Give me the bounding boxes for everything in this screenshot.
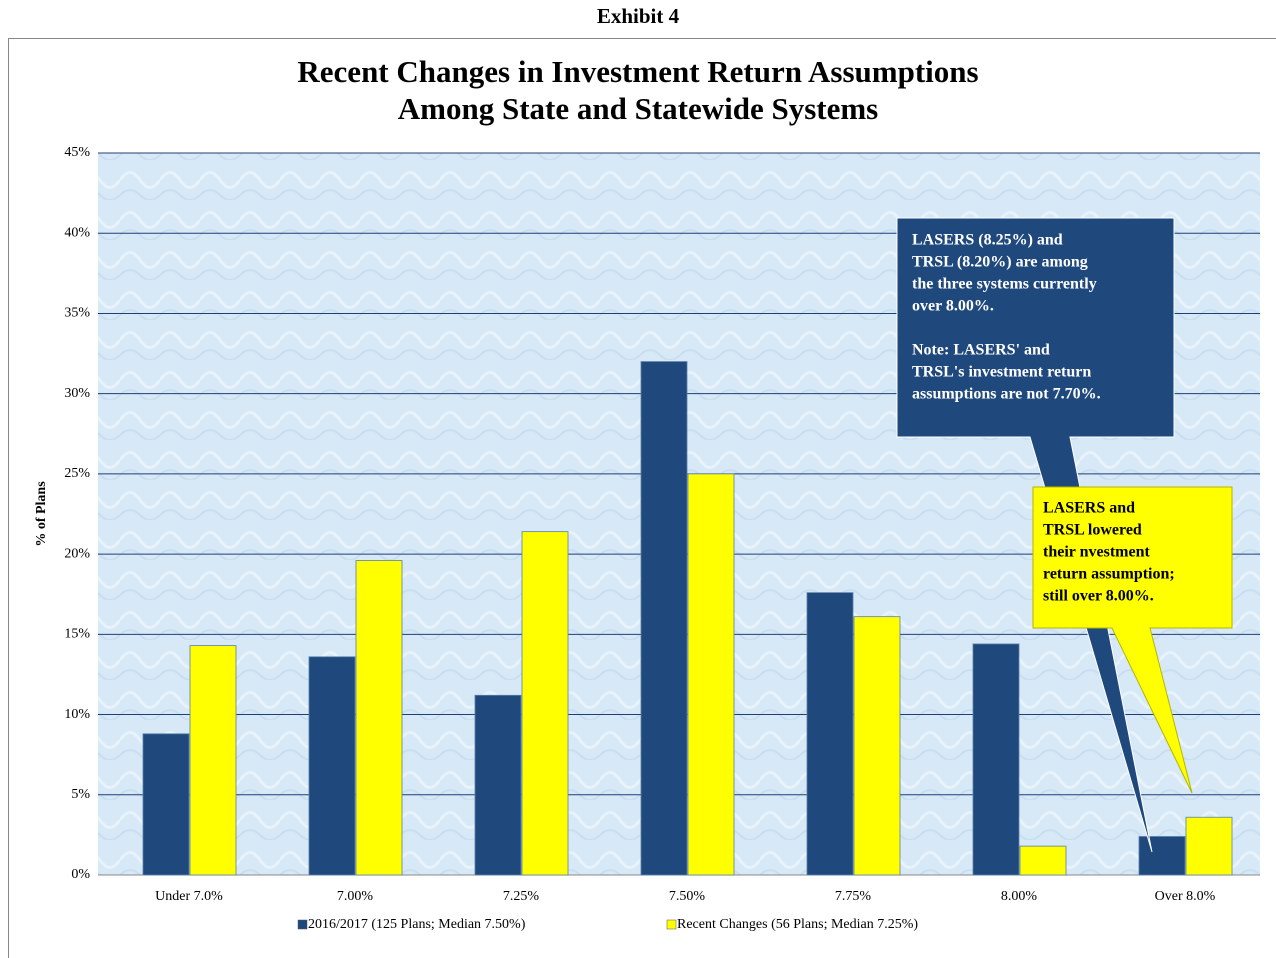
x-tick-label: 8.00% (1001, 889, 1038, 904)
y-tick-label: 40% (64, 225, 90, 240)
y-tick-label: 30% (64, 386, 90, 401)
bar (806, 592, 854, 876)
y-tick-label: 15% (64, 627, 90, 642)
y-tick-label: 35% (64, 306, 90, 321)
bar (189, 645, 237, 876)
annotation-line: assumptions are not 7.70%. (912, 386, 1101, 403)
y-tick-label: 20% (64, 546, 90, 561)
y-tick-label: 25% (64, 466, 90, 481)
bar (972, 643, 1020, 876)
y-tick-label: 10% (64, 707, 90, 722)
annotation-line: LASERS (8.25%) and (912, 232, 1063, 249)
bar (355, 560, 403, 876)
bar (1185, 816, 1233, 876)
heading: Exhibit 4 (597, 4, 680, 28)
bar (308, 656, 356, 876)
legend-swatch (666, 919, 677, 930)
x-tick-label: 7.00% (337, 889, 374, 904)
chart-title: Recent Changes in Investment Return Assu… (297, 54, 978, 89)
bar (142, 733, 190, 876)
chart-title: Among State and Statewide Systems (398, 91, 879, 126)
legend-label: Recent Changes (56 Plans; Median 7.25%) (677, 917, 918, 932)
y-axis-label: % of Plans (34, 481, 49, 547)
x-tick-label: Over 8.0% (1155, 889, 1216, 904)
bar (640, 361, 688, 876)
bar (1019, 845, 1067, 876)
annotation-line: TRSL's investment return (912, 364, 1091, 381)
callout-box (896, 217, 1175, 853)
annotation-line: LASERS and (1043, 500, 1135, 517)
annotation-line: TRSL lowered (1043, 522, 1142, 539)
annotation-line: TRSL (8.20%) are among (912, 254, 1088, 271)
x-tick-label: 7.50% (669, 889, 706, 904)
legend-swatch (297, 919, 308, 930)
annotation-line: the three systems currently (912, 276, 1097, 293)
y-tick-label: 0% (71, 867, 90, 882)
y-tick-label: 45% (64, 145, 90, 160)
bar (687, 473, 735, 876)
annotation-line: over 8.00%. (912, 298, 994, 315)
annotation-line: still over 8.00%. (1043, 588, 1154, 605)
x-tick-label: 7.25% (503, 889, 540, 904)
callout-box (1032, 486, 1233, 794)
annotation-line: Note: LASERS' and (912, 342, 1050, 359)
y-tick-label: 5% (71, 787, 90, 802)
bar (521, 531, 569, 876)
bar (474, 694, 522, 876)
annotation-line: their nvestment (1043, 544, 1150, 561)
bar (1138, 836, 1186, 876)
annotation-line: return assumption; (1043, 566, 1175, 583)
legend-label: 2016/2017 (125 Plans; Median 7.50%) (308, 917, 526, 932)
x-tick-label: Under 7.0% (155, 889, 223, 904)
x-tick-label: 7.75% (835, 889, 872, 904)
bar (853, 616, 901, 876)
